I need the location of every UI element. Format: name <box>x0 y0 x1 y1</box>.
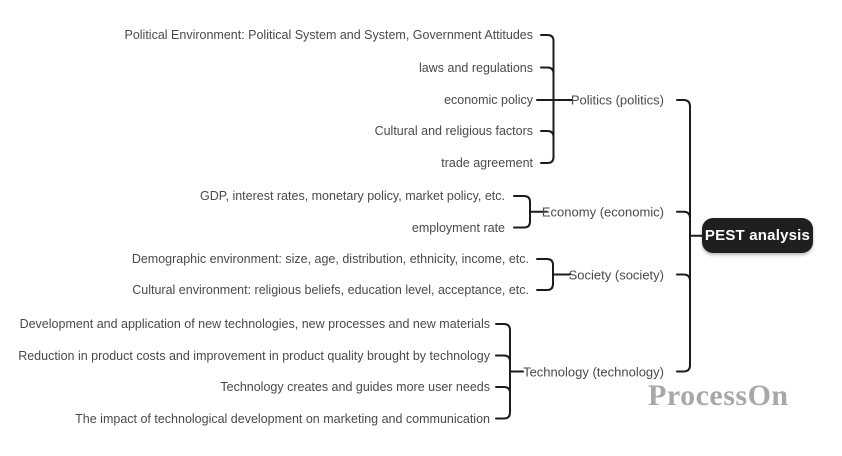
root-node-label: PEST analysis <box>704 227 811 244</box>
leaf-node-user-needs[interactable]: Technology creates and guides more user … <box>220 380 490 394</box>
root-bracket-bottom-hook <box>676 364 691 373</box>
branch-node-economy[interactable]: Economy (economic) <box>541 204 664 220</box>
leaf-node-new-technologies[interactable]: Development and application of new techn… <box>19 317 490 331</box>
technology-bracket-bottom-hook <box>495 411 511 420</box>
leaf-node-demographic-environment[interactable]: Demographic environment: size, age, dist… <box>131 252 529 266</box>
branch-node-technology[interactable]: Technology (technology) <box>523 364 664 379</box>
technology-bracket-top-hook <box>495 323 511 331</box>
leaf-node-gdp-rates[interactable]: GDP, interest rates, monetary policy, ma… <box>200 189 505 203</box>
technology-bracket-hook <box>495 386 511 394</box>
root-bracket-top-hook <box>676 99 691 108</box>
leaf-node-employment-rate[interactable]: employment rate <box>411 220 505 235</box>
branch-node-politics[interactable]: Politics (politics) <box>570 92 664 108</box>
root-node-pest-analysis[interactable]: PEST analysis <box>702 218 813 253</box>
technology-bracket-hook <box>495 354 511 363</box>
processon-watermark: ProcessOn <box>648 379 789 412</box>
society-bracket-top-hook <box>536 258 554 266</box>
politics-bracket-bottom-hook <box>540 156 555 164</box>
leaf-node-cost-reduction[interactable]: Reduction in product costs and improveme… <box>18 348 490 363</box>
leaf-node-laws-regulations[interactable]: laws and regulations <box>419 60 533 75</box>
leaf-node-political-environment[interactable]: Political Environment: Political System … <box>124 28 533 42</box>
root-bracket-hook <box>676 273 691 282</box>
politics-bracket-top-hook <box>540 34 555 42</box>
branch-node-society[interactable]: Society (society) <box>568 267 664 282</box>
economy-bracket-bottom-hook <box>513 220 531 229</box>
economy-bracket-top-hook <box>513 195 531 203</box>
leaf-node-cultural-religious[interactable]: Cultural and religious factors <box>374 124 533 138</box>
root-bracket-hook <box>676 210 691 220</box>
leaf-node-economic-policy[interactable]: economic policy <box>444 93 533 107</box>
leaf-node-marketing-impact[interactable]: The impact of technological development … <box>75 411 490 426</box>
society-bracket-bottom-hook <box>536 283 554 291</box>
leaf-node-cultural-environment[interactable]: Cultural environment: religious beliefs,… <box>132 283 529 297</box>
leaf-node-trade-agreement[interactable]: trade agreement <box>441 156 533 170</box>
politics-bracket-hook <box>540 130 555 138</box>
politics-bracket-hook <box>540 66 555 75</box>
